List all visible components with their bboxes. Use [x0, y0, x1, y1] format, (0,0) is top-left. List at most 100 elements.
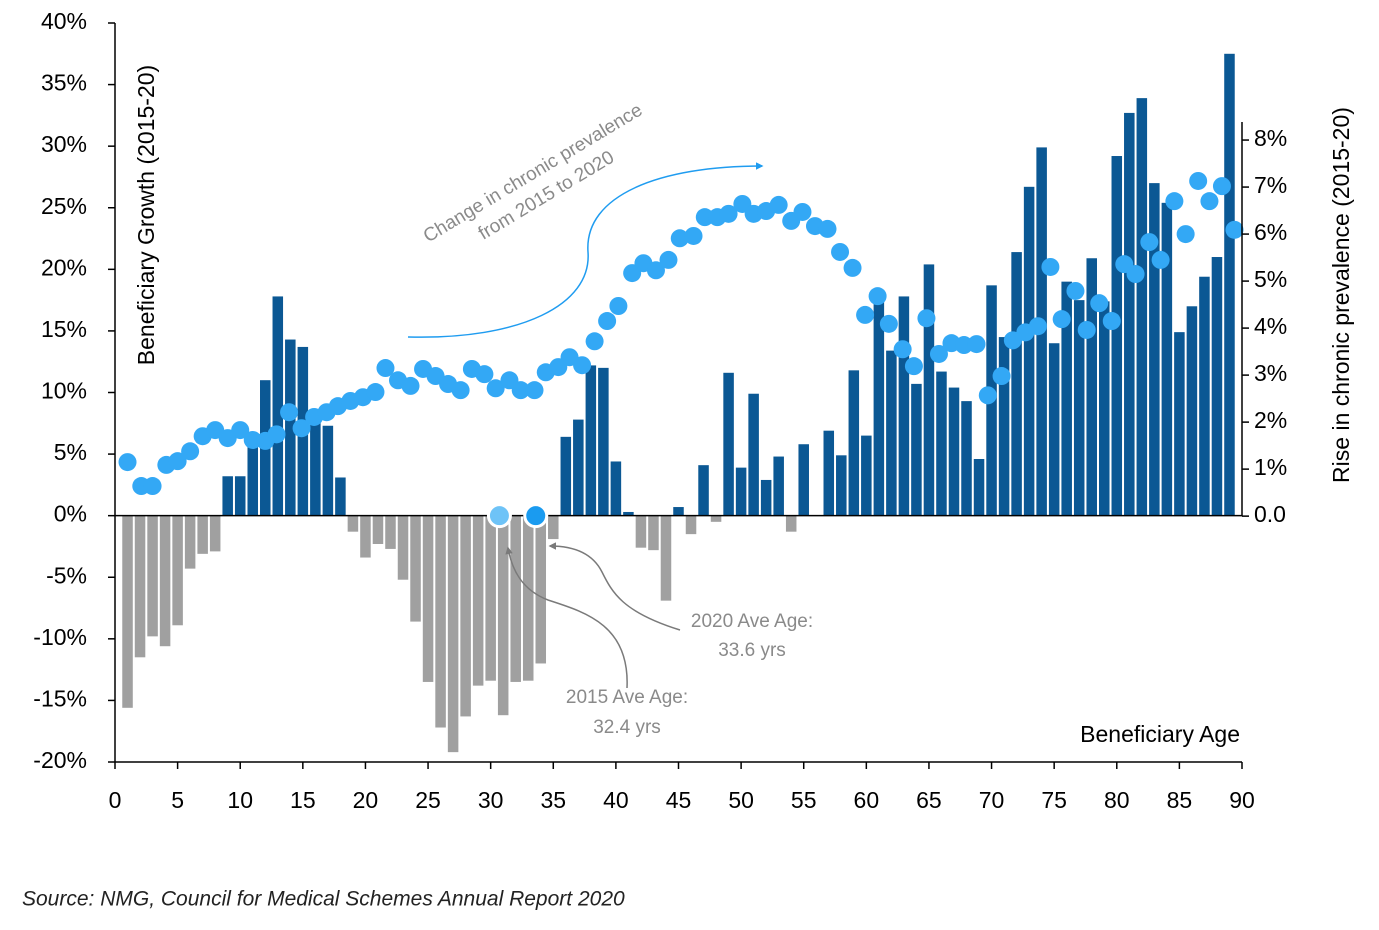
- x-tick-label: 5: [171, 787, 184, 813]
- bar: [861, 435, 872, 516]
- bar: [848, 370, 860, 516]
- dot: [451, 381, 470, 400]
- dot: [1028, 317, 1047, 336]
- bar: [648, 515, 659, 551]
- dot: [525, 381, 544, 400]
- bar: [1061, 281, 1072, 516]
- dot: [904, 357, 923, 376]
- bar: [1124, 112, 1135, 516]
- bar: [911, 383, 922, 516]
- bar: [1011, 252, 1022, 516]
- bar: [785, 515, 797, 532]
- average-age-marker: [523, 503, 549, 529]
- y2-tick-label: 1%: [1254, 454, 1287, 480]
- x-tick-label: 35: [540, 787, 566, 813]
- y2-tick-label: 2%: [1254, 407, 1287, 433]
- bar: [397, 515, 409, 580]
- dot: [511, 381, 530, 400]
- bar: [347, 515, 359, 532]
- dot: [168, 452, 187, 471]
- dot: [366, 383, 385, 402]
- bar: [735, 467, 747, 516]
- dot: [659, 250, 678, 269]
- trend-annotation: Change in chronic prevalence from 2015 t…: [420, 100, 646, 247]
- dot: [695, 208, 714, 227]
- dot: [598, 312, 617, 331]
- bar: [197, 515, 208, 554]
- dot: [1066, 281, 1085, 300]
- x-tick-label: 75: [1041, 787, 1067, 813]
- dot: [831, 242, 850, 261]
- y2-axis-title: Rise in chronic prevalence (2015-20): [1328, 107, 1354, 483]
- x-tick-label: 20: [353, 787, 379, 813]
- y-tick-label: -20%: [33, 747, 87, 773]
- x-tick-label: 80: [1104, 787, 1130, 813]
- bar: [1136, 98, 1148, 516]
- dot: [1077, 320, 1096, 339]
- y2-tick-label: 8%: [1254, 125, 1287, 151]
- dot: [181, 442, 200, 461]
- bar: [760, 479, 772, 516]
- y2-tick-label: 7%: [1254, 172, 1287, 198]
- bar: [598, 367, 609, 516]
- bar: [134, 515, 146, 658]
- dot: [670, 229, 689, 248]
- bar: [122, 515, 133, 708]
- dot: [879, 314, 898, 333]
- bar: [1186, 306, 1198, 516]
- x-tick-label: 25: [415, 787, 441, 813]
- source: Source: NMG, Council for Medical Schemes…: [22, 888, 625, 911]
- bar: [898, 296, 910, 516]
- x-tick-label: 40: [603, 787, 629, 813]
- plot-area: [108, 22, 1249, 769]
- bar: [410, 515, 421, 622]
- bar: [1086, 258, 1097, 516]
- bar: [610, 461, 622, 516]
- y2-tick-label: 4%: [1254, 313, 1287, 339]
- bar: [209, 515, 221, 552]
- trend-arrow: [407, 162, 764, 338]
- bar: [936, 371, 947, 516]
- bar: [510, 515, 521, 682]
- bar: [923, 264, 935, 516]
- bar: [1199, 276, 1210, 516]
- y-tick-label: 40%: [41, 8, 87, 34]
- bar: [585, 365, 597, 516]
- y-tick-label: 5%: [54, 439, 87, 465]
- bar: [447, 515, 459, 753]
- bar: [1161, 202, 1173, 516]
- bar: [710, 515, 722, 522]
- bar: [660, 515, 672, 601]
- dot: [118, 453, 137, 472]
- bar: [335, 477, 346, 516]
- dot: [1102, 312, 1121, 331]
- x-tick-label: 65: [916, 787, 942, 813]
- bar: [485, 515, 496, 681]
- dot: [719, 204, 738, 223]
- dot: [868, 287, 887, 306]
- bar: [873, 292, 885, 516]
- bar: [560, 436, 572, 516]
- dot: [1212, 177, 1231, 196]
- x-tick-label: 50: [728, 787, 754, 813]
- dot: [1200, 192, 1219, 211]
- bar: [961, 401, 972, 516]
- y-tick-label: 0%: [54, 501, 87, 527]
- dot: [978, 386, 997, 405]
- dot: [231, 421, 250, 440]
- annotation-line: 2020 Ave Age:: [691, 611, 813, 632]
- bar: [998, 337, 1010, 516]
- dot: [1225, 220, 1244, 239]
- bar: [1174, 332, 1185, 516]
- dot: [992, 367, 1011, 386]
- x-axis-title: Beneficiary Age: [1080, 721, 1240, 747]
- bar: [748, 393, 759, 516]
- dot: [280, 403, 299, 422]
- bar: [798, 444, 809, 516]
- dot: [1189, 171, 1208, 190]
- dot: [143, 477, 162, 496]
- bar: [497, 515, 509, 716]
- dot: [1140, 233, 1159, 252]
- y-tick-label: 20%: [41, 254, 87, 280]
- annotation-line: 33.6 yrs: [718, 640, 786, 661]
